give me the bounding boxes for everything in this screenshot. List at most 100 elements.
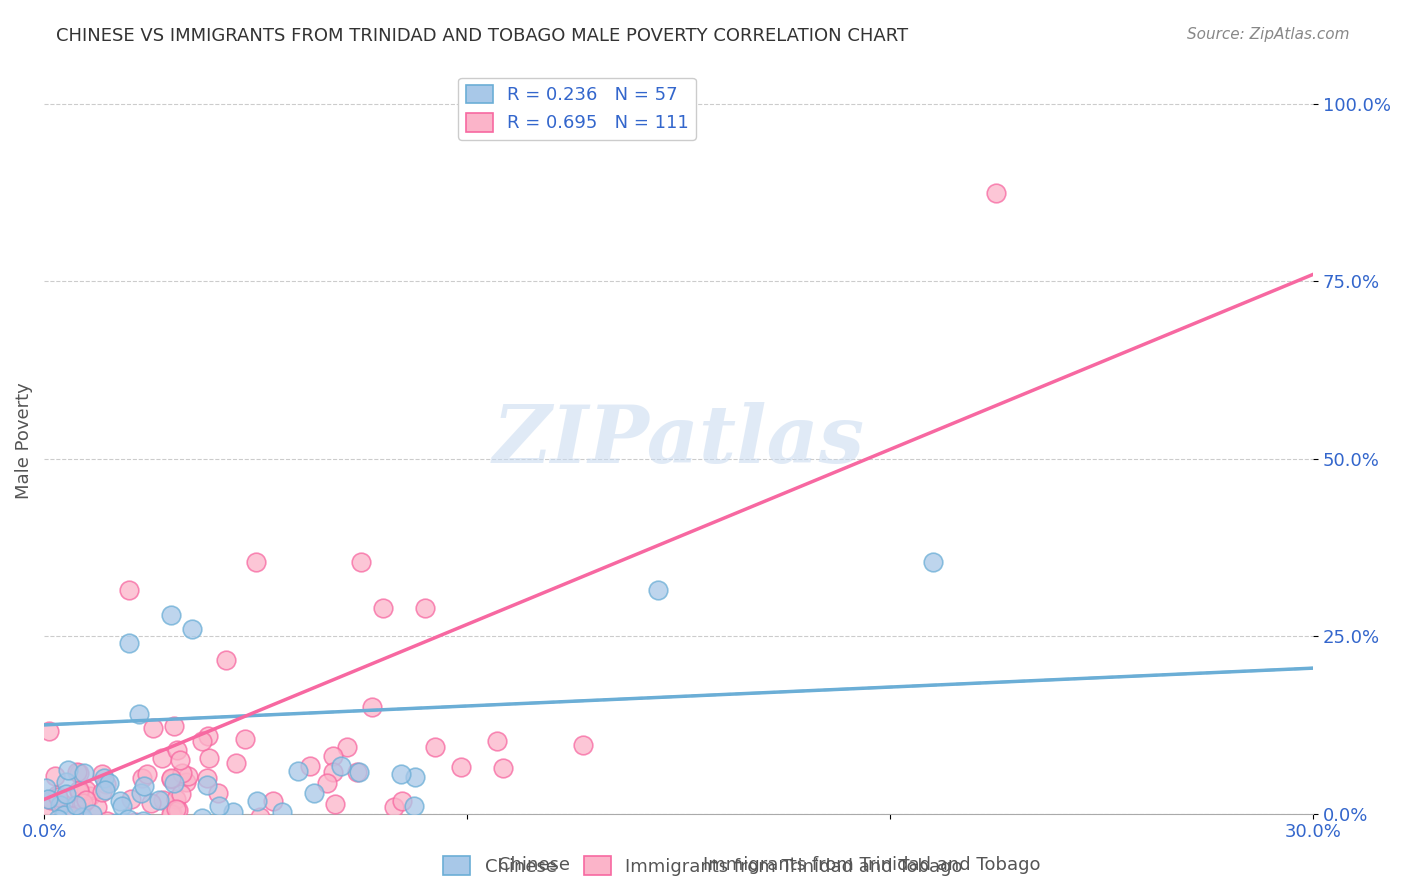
Point <box>160 806 183 821</box>
Point <box>315 776 337 790</box>
Point <box>38 800 60 814</box>
Point <box>118 821 141 835</box>
Point <box>132 814 155 828</box>
Point <box>346 764 368 779</box>
Point <box>245 555 267 569</box>
Point <box>159 772 181 786</box>
Point <box>37 821 59 835</box>
Point <box>181 818 204 832</box>
Point <box>160 805 183 820</box>
Point <box>111 815 134 830</box>
Point <box>67 766 90 780</box>
Point <box>423 739 446 754</box>
Point <box>49 797 72 812</box>
Point <box>79 789 101 803</box>
Point <box>69 821 91 835</box>
Point <box>170 787 193 801</box>
Point <box>148 793 170 807</box>
Point <box>450 760 472 774</box>
Point <box>984 186 1007 200</box>
Point <box>191 811 214 825</box>
Point <box>647 583 669 598</box>
Point <box>160 607 183 622</box>
Point <box>491 761 513 775</box>
Point <box>35 781 58 796</box>
Point <box>287 764 309 778</box>
Point <box>174 775 197 789</box>
Point <box>45 788 67 802</box>
Point <box>155 821 177 835</box>
Point <box>72 820 94 834</box>
Point <box>118 583 141 598</box>
Point <box>72 766 94 780</box>
Point <box>322 765 344 780</box>
Point <box>169 753 191 767</box>
Point <box>273 821 295 835</box>
Point <box>121 821 143 835</box>
Point <box>120 792 142 806</box>
Point <box>326 821 349 835</box>
Point <box>60 809 83 823</box>
Point <box>571 738 593 752</box>
Point <box>75 793 97 807</box>
Point <box>404 771 426 785</box>
Point <box>134 821 156 835</box>
Point <box>67 785 90 799</box>
Point <box>111 798 134 813</box>
Point <box>165 802 187 816</box>
Point <box>142 721 165 735</box>
Point <box>46 789 69 804</box>
Y-axis label: Male Poverty: Male Poverty <box>15 383 32 500</box>
Point <box>55 774 77 789</box>
Point <box>233 731 256 746</box>
Point <box>921 555 943 569</box>
Point <box>146 821 169 835</box>
Point <box>52 807 75 822</box>
Point <box>361 700 384 714</box>
Point <box>70 821 93 835</box>
Point <box>72 810 94 824</box>
Point <box>39 821 62 835</box>
Point <box>198 751 221 765</box>
Point <box>329 758 352 772</box>
Point <box>271 805 294 820</box>
Point <box>384 800 406 814</box>
Point <box>391 794 413 808</box>
Point <box>65 798 87 813</box>
Point <box>172 766 194 780</box>
Point <box>52 797 75 812</box>
Point <box>177 769 200 783</box>
Point <box>45 821 67 835</box>
Point <box>207 786 229 800</box>
Point <box>55 806 77 821</box>
Point <box>48 821 70 835</box>
Point <box>197 729 219 743</box>
Point <box>91 785 114 799</box>
Point <box>129 821 152 835</box>
Point <box>42 817 65 831</box>
Point <box>37 792 59 806</box>
Point <box>86 819 108 833</box>
Point <box>97 776 120 790</box>
Point <box>160 772 183 786</box>
Point <box>322 748 344 763</box>
Legend: Chinese, Immigrants from Trinidad and Tobago: Chinese, Immigrants from Trinidad and To… <box>436 849 970 883</box>
Point <box>152 750 174 764</box>
Point <box>371 600 394 615</box>
Point <box>38 723 60 738</box>
Point <box>225 756 247 771</box>
Point <box>72 796 94 810</box>
Point <box>110 794 132 808</box>
Point <box>195 778 218 792</box>
Point <box>58 821 80 835</box>
Point <box>96 777 118 791</box>
Point <box>34 821 56 835</box>
Point <box>350 555 373 569</box>
Point <box>128 707 150 722</box>
Point <box>59 801 82 815</box>
Point <box>120 821 142 835</box>
Point <box>166 743 188 757</box>
Point <box>67 783 90 797</box>
Point <box>413 600 436 615</box>
Point <box>402 799 425 814</box>
